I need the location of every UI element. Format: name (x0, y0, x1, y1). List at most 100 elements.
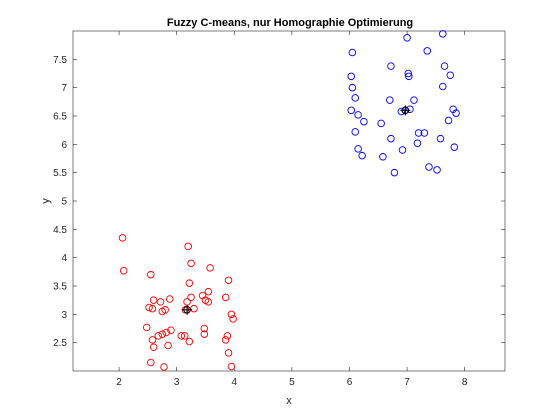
data-point-series-2 (387, 134, 395, 143)
data-point-series-1 (147, 358, 155, 367)
data-point-series-2 (390, 168, 399, 177)
y-tick-label: 5 (61, 197, 67, 208)
data-point-series-1 (166, 295, 174, 303)
data-point-series-2 (433, 166, 441, 174)
data-point-series-2 (410, 96, 418, 104)
data-point-series-2 (413, 139, 422, 147)
data-point-series-2 (423, 47, 431, 55)
data-point-series-1 (200, 330, 209, 338)
data-point-series-1 (142, 323, 151, 332)
data-point-series-1 (154, 332, 162, 340)
data-point-series-2 (348, 48, 357, 57)
data-point-series-2 (414, 129, 423, 137)
data-point-series-1 (227, 310, 236, 319)
y-tick-label: 3.5 (53, 282, 67, 293)
x-tick-label: 6 (347, 377, 353, 388)
data-point-series-2 (377, 119, 385, 128)
data-point-series-1 (167, 326, 175, 334)
data-point-series-2 (360, 117, 368, 126)
data-point-series-1 (200, 324, 209, 333)
data-point-series-1 (221, 336, 230, 344)
x-tick-label: 8 (462, 377, 468, 388)
y-tick-label: 2.5 (53, 338, 67, 349)
x-tick-label: 4 (231, 377, 237, 388)
y-tick-label: 6 (61, 140, 67, 151)
data-point-series-2 (347, 72, 355, 81)
data-point-series-2 (347, 106, 355, 115)
data-point-series-1 (158, 307, 167, 316)
data-point-series-2 (405, 72, 413, 81)
data-point-series-1 (180, 332, 189, 340)
y-tick-label: 6.5 (53, 112, 67, 123)
data-point-series-1 (204, 287, 213, 296)
data-point-series-1 (221, 293, 230, 302)
data-point-series-2 (420, 129, 429, 137)
data-point-series-1 (224, 276, 233, 285)
x-tick-label: 2 (116, 377, 122, 388)
data-point-series-1 (187, 259, 195, 268)
data-point-series-2 (387, 62, 395, 70)
data-point-series-1 (223, 332, 232, 340)
data-point-series-1 (149, 296, 158, 304)
data-point-series-2 (425, 163, 433, 171)
y-tick-label: 5.5 (53, 168, 67, 179)
data-point-series-1 (224, 349, 233, 357)
data-point-series-2 (436, 134, 445, 143)
data-point-series-1 (118, 234, 127, 242)
data-point-series-1 (119, 266, 128, 275)
data-point-series-2 (450, 143, 459, 151)
data-point-series-2 (351, 94, 359, 102)
y-tick-label: 7 (61, 83, 67, 94)
y-tick-label: 3 (61, 310, 67, 321)
data-point-series-1 (148, 336, 157, 344)
data-point-series-1 (206, 264, 214, 272)
data-point-series-2 (452, 109, 460, 117)
data-point-series-1 (177, 332, 186, 340)
data-point-series-1 (184, 242, 192, 251)
data-point-series-1 (164, 341, 172, 350)
x-tick-label: 3 (174, 377, 180, 388)
data-point-series-1 (229, 315, 237, 323)
data-point-series-1 (185, 279, 194, 287)
data-point-series-2 (348, 83, 357, 92)
data-point-series-2 (440, 62, 449, 70)
data-point-series-1 (185, 337, 194, 346)
data-point-series-2 (397, 107, 406, 116)
data-point-series-2 (439, 30, 447, 38)
y-tick-label: 4 (61, 253, 67, 264)
data-point-series-1 (204, 298, 213, 306)
y-tick-label: 4.5 (53, 225, 67, 236)
y-axis: 2.5 3 3.5 4 4.5 5 5.5 6 6.5 7 7.5 (53, 55, 505, 349)
data-point-series-1 (187, 293, 195, 302)
data-point-series-1 (160, 363, 168, 371)
cluster-center-marker (182, 304, 193, 315)
data-point-series-2 (406, 105, 414, 113)
data-point-series-2 (354, 145, 362, 153)
data-point-series-2 (444, 116, 453, 125)
x-tick-label: 7 (404, 377, 410, 388)
data-point-series-2 (439, 82, 447, 91)
data-point-series-1 (149, 343, 158, 351)
data-point-series-2 (446, 71, 455, 79)
data-point-series-1 (145, 303, 153, 312)
data-point-series-2 (398, 146, 407, 154)
data-point-series-2 (351, 128, 359, 136)
x-tick-label: 5 (289, 377, 295, 388)
data-point-series-2 (379, 153, 387, 161)
data-point-series-1 (158, 330, 167, 338)
data-point-series-2 (403, 34, 411, 42)
y-tick-label: 7.5 (53, 55, 67, 66)
data-point-series-1 (162, 328, 171, 337)
data-point-series-2 (354, 111, 362, 119)
data-point-series-2 (386, 96, 394, 104)
chart-title: Fuzzy C-means, nur Homographie Optimieru… (167, 17, 413, 29)
x-axis-label: x (286, 395, 292, 407)
data-point-series-1 (148, 304, 157, 313)
y-axis-label: y (40, 198, 52, 204)
data-point-series-1 (156, 298, 165, 306)
data-point-series-2 (404, 69, 412, 78)
data-point-series-2 (358, 151, 366, 160)
cluster-center-marker (400, 105, 411, 116)
x-axis: 2 3 4 5 6 7 8 (116, 31, 468, 388)
